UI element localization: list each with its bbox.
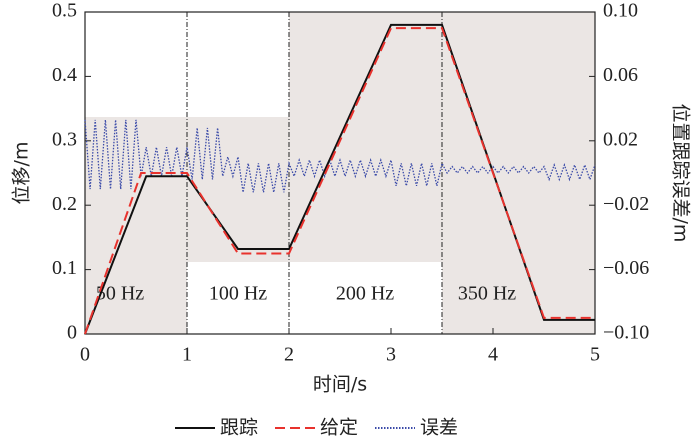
y2-tick-label: 0.10 <box>603 0 638 22</box>
region-label: 200 Hz <box>336 283 394 305</box>
y-tick-label: 0.3 <box>52 128 77 150</box>
series-line <box>84 23 595 335</box>
series-line <box>84 27 595 335</box>
y2-tick-label: −0.02 <box>603 193 649 215</box>
y2-tick-label: −0.10 <box>603 322 649 344</box>
plot-frame <box>84 11 596 335</box>
y-tick-label: 0.1 <box>52 257 77 279</box>
x-axis-label: 时间/s <box>313 374 367 396</box>
y-axis-label: 位移/m <box>11 142 33 205</box>
y-tick-label: 0.2 <box>52 193 77 215</box>
y-tick-label: 0.4 <box>52 64 77 86</box>
x-tick-label: 3 <box>386 344 396 366</box>
shade <box>85 117 187 334</box>
x-tick-label: 4 <box>488 344 498 366</box>
shade <box>187 117 289 262</box>
x-tick-label: 1 <box>182 344 192 366</box>
legend-label: 误差 <box>420 417 458 439</box>
y-tick-label: 0.5 <box>52 0 77 22</box>
series-line <box>84 119 596 193</box>
y2-tick-label: 0.06 <box>603 64 638 86</box>
shade <box>289 12 442 262</box>
x-tick-label: 0 <box>80 344 90 366</box>
legend-label: 给定 <box>320 417 358 439</box>
background-shading <box>85 12 595 334</box>
y2-axis-label: 位置跟踪误差/m <box>670 104 692 243</box>
y2-tick-label: 0.02 <box>603 128 638 150</box>
x-tick-label: 2 <box>284 344 294 366</box>
y2-tick-label: −0.06 <box>603 257 649 279</box>
legend-label: 跟踪 <box>220 417 258 439</box>
x-tick-label: 5 <box>590 344 600 366</box>
region-label: 100 Hz <box>209 283 267 305</box>
region-label: 50 Hz <box>96 283 144 305</box>
region-label: 350 Hz <box>458 283 516 305</box>
y-tick-label: 0 <box>67 322 77 344</box>
